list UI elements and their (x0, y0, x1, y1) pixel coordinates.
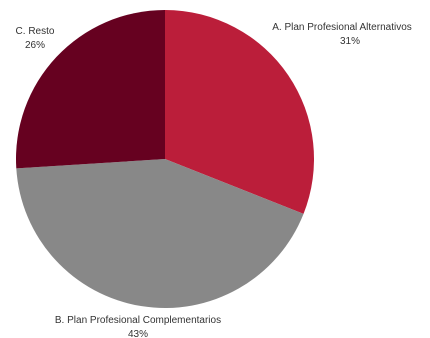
slice-b-percent: 43% (128, 329, 148, 338)
slice-label-a: A. Plan Profesional Alternativos 31% (272, 22, 412, 47)
slice-b-name: B. Plan Profesional Complementarios (55, 315, 221, 326)
slice-label-c: C. Resto 26% (16, 26, 55, 51)
pie-slice-a (165, 10, 315, 214)
pie-slices (15, 10, 315, 309)
slice-c-name: C. Resto (16, 26, 55, 37)
slice-a-name: A. Plan Profesional Alternativos (272, 22, 412, 33)
slice-a-percent: 31% (340, 36, 360, 47)
slice-label-b: B. Plan Profesional Complementarios 43% (55, 315, 221, 338)
pie-slice-c (15, 10, 166, 169)
pie-slice-b (16, 159, 304, 309)
slice-c-percent: 26% (25, 40, 45, 51)
